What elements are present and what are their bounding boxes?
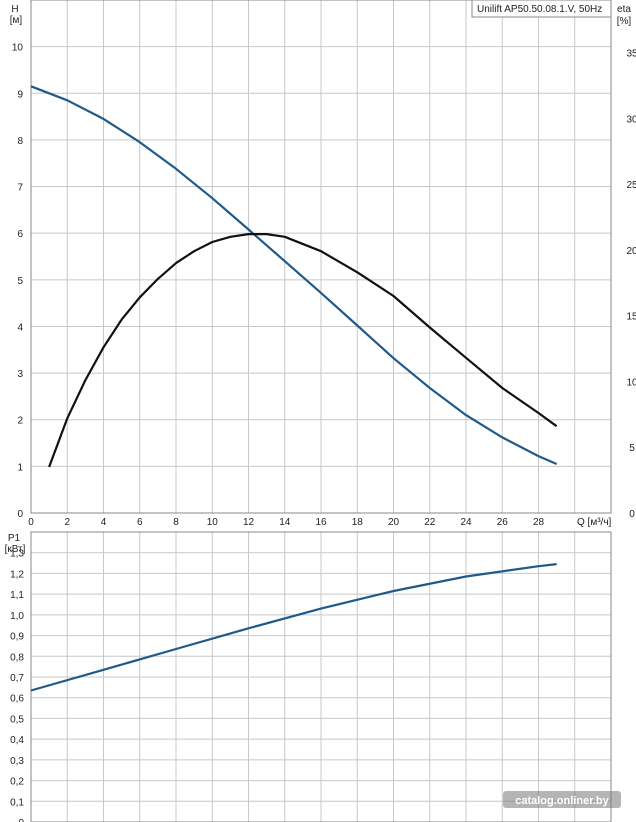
bottom-plot-frame <box>30 531 612 822</box>
y-tick-label: 1 <box>17 462 23 473</box>
top-tick-labels: 0 2 4 6 8 10 12 14 16 18 20 22 24 26 28012345678910051… <box>12 43 636 528</box>
y2-tick-label: 35 <box>626 49 636 60</box>
x-tick-label: 4 <box>101 517 107 528</box>
y2-tick-label: 5 <box>629 443 635 454</box>
y-axis-unit-head: [м] <box>10 15 23 26</box>
y-axis-label-head: H <box>11 4 18 15</box>
x-tick-label: 14 <box>279 517 291 528</box>
bottom-curves <box>30 563 557 692</box>
x-tick-label: 26 <box>497 517 509 528</box>
top-grid <box>30 0 612 514</box>
x-tick-label: 10 <box>207 517 219 528</box>
x-tick-label: 12 <box>243 517 255 528</box>
x-tick-label: 0 <box>28 517 34 528</box>
y-tick-label: 2 <box>17 416 23 427</box>
watermark-text: catalog.onliner.by <box>515 795 609 807</box>
y-tick-label: 7 <box>17 183 23 194</box>
y-tick-label: 6 <box>17 229 23 240</box>
y2-axis-label-eta: eta <box>617 4 631 15</box>
x-tick-label: 18 <box>352 517 364 528</box>
top-curves <box>30 85 558 468</box>
x-tick-label: 24 <box>460 517 472 528</box>
y2-tick-label: 15 <box>626 312 636 323</box>
y-axis-unit-power: [кВт] <box>5 544 26 555</box>
series-line-P1 <box>30 563 557 692</box>
y2-axis-unit-eta: [%] <box>617 16 632 27</box>
chart-title-box <box>471 0 612 18</box>
y-tick-label: 4 <box>17 322 23 333</box>
y-tick-label: 0,7 <box>10 673 24 684</box>
series-line-H <box>30 85 558 466</box>
bottom-grid <box>30 531 612 822</box>
y2-tick-label: 20 <box>626 246 636 257</box>
y-tick-label: 9 <box>17 89 23 100</box>
y2-tick-label: 10 <box>626 377 636 388</box>
bottom-tick-labels: 0 0,1 0,2 0,3 0,4 0,5 0,6 0,7 0,8 0,9 1,0 1,1 1,2 1,3 <box>10 549 24 822</box>
y-tick-label: 0,9 <box>10 632 24 643</box>
x-tick-label: 8 <box>173 517 179 528</box>
x-tick-label: 6 <box>137 517 143 528</box>
y-tick-label: 1,1 <box>10 590 24 601</box>
series-line-eta <box>48 233 558 468</box>
y-tick-label: 0,3 <box>10 756 24 767</box>
x-tick-label: 22 <box>424 517 436 528</box>
chart-title: Unilift AP50.50.08.1.V, 50Hz <box>477 4 602 15</box>
y-tick-label: 0,1 <box>10 797 24 808</box>
y-tick-label: 0,2 <box>10 777 24 788</box>
y-tick-label: 10 <box>12 43 24 54</box>
y-tick-label: 1,0 <box>10 611 24 622</box>
x-tick-label: 28 <box>533 517 545 528</box>
watermark-background <box>503 791 621 808</box>
x-axis-label-flow: Q [м³/ч] <box>577 517 612 528</box>
y-axis-label-power: P1 <box>8 533 21 544</box>
y-tick-label: 0,5 <box>10 714 24 725</box>
x-tick-label: 16 <box>315 517 327 528</box>
y-tick-label: 3 <box>17 369 23 380</box>
y-tick-label: 0,4 <box>10 735 24 746</box>
top-plot-frame <box>30 0 612 514</box>
y-tick-label: 0,6 <box>10 694 24 705</box>
power-panel: 0 0,1 0,2 0,3 0,4 0,5 0,6 0,7 0,8 0,9 1,0 1,1 1,2 1,3… <box>5 531 612 822</box>
watermark: catalog.onliner.by <box>503 791 621 808</box>
x-tick-label: 20 <box>388 517 400 528</box>
y2-tick-label: 30 <box>626 114 636 125</box>
y-tick-label: 5 <box>17 276 23 287</box>
y2-tick-label: 0 <box>629 509 635 520</box>
y-tick-label: 0 <box>17 509 23 520</box>
y-tick-label: 1,3 <box>10 549 24 560</box>
head-efficiency-panel: 0 2 4 6 8 10 12 14 16 18 20 22 24 26 28012345678910051… <box>10 0 636 528</box>
x-tick-label: 2 <box>64 517 70 528</box>
y-tick-label: 0 <box>18 818 24 822</box>
y-tick-label: 1,2 <box>10 569 24 580</box>
y-tick-label: 8 <box>17 136 23 147</box>
y2-tick-label: 25 <box>626 180 636 191</box>
y-tick-label: 0,8 <box>10 652 24 663</box>
